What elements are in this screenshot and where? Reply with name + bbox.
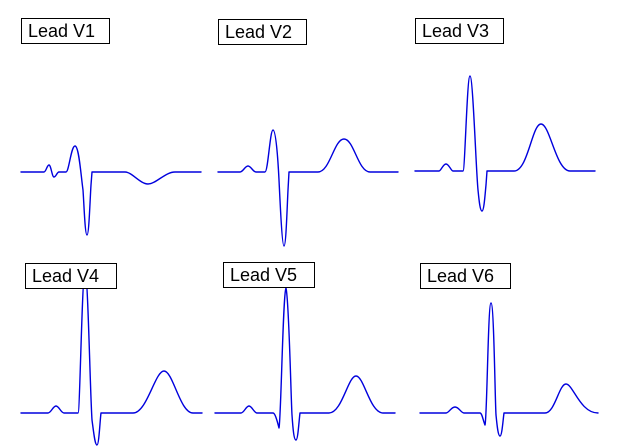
ecg-trace-v4 (20, 271, 203, 446)
ecg-trace-v5 (214, 287, 396, 441)
lead-label-v1: Lead V1 (21, 18, 110, 44)
lead-label-v2: Lead V2 (218, 19, 307, 45)
ecg-trace-v3 (414, 75, 596, 212)
lead-label-v5: Lead V5 (223, 262, 315, 288)
lead-label-v4: Lead V4 (25, 263, 117, 289)
ecg-trace-v2 (217, 129, 399, 247)
lead-label-v6: Lead V6 (420, 263, 511, 289)
lead-label-v3: Lead V3 (415, 18, 504, 44)
ecg-trace-v6 (419, 302, 599, 437)
ecg-trace-v1 (20, 145, 202, 236)
